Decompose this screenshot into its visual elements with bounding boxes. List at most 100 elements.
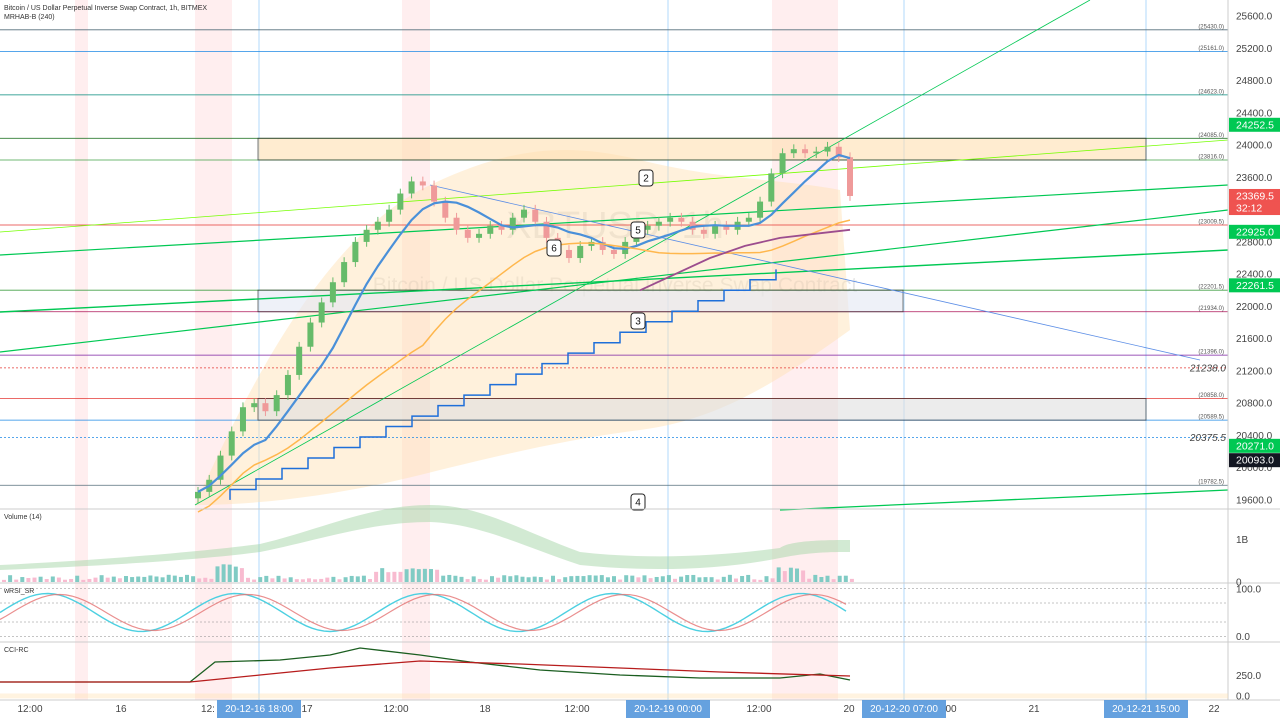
volume-bar — [124, 576, 128, 582]
price-badge: 20093.0 — [1236, 455, 1274, 467]
price-tick: 20000.0 — [1236, 463, 1273, 474]
time-tick-partial: 00 — [945, 704, 957, 715]
volume-bar — [185, 574, 189, 582]
candle-body — [768, 173, 775, 202]
volume-bar — [795, 568, 799, 582]
volume-bar — [721, 576, 726, 582]
volume-bar — [166, 574, 171, 582]
volume-band — [0, 505, 850, 570]
volume-bar — [2, 579, 6, 582]
time-tick: 21 — [1028, 704, 1040, 715]
volume-bar — [508, 576, 513, 582]
candle-body — [509, 217, 516, 230]
level-label: (20589.5) — [1198, 415, 1224, 421]
volume-bar — [270, 578, 275, 582]
candle-body — [655, 221, 662, 226]
candle-body — [577, 245, 584, 259]
candle-body — [588, 241, 595, 246]
volume-bar — [343, 577, 348, 582]
volume-bar — [752, 579, 757, 582]
candle-body — [757, 201, 764, 218]
time-tick: 12:00 — [383, 704, 408, 715]
candle-body — [476, 233, 483, 238]
zone-box — [257, 137, 1147, 161]
price-tick: 23600.0 — [1236, 173, 1273, 184]
candle-body — [543, 221, 550, 238]
volume-bar — [569, 576, 574, 582]
volume-bar — [788, 567, 793, 582]
time-axis: 12:00 16 12:00 18 12:00 12:00 20 21 2220-12-16 1… — [17, 700, 1220, 718]
volume-bar — [392, 571, 397, 582]
price-tick: 25600.0 — [1236, 12, 1273, 23]
volume-bar — [599, 575, 604, 582]
volume-bar — [386, 572, 391, 582]
cci-band — [0, 693, 1228, 699]
price-tick: 22000.0 — [1236, 302, 1273, 313]
time-tick-partial: 12: — [201, 704, 215, 715]
price-badge-bg — [1229, 224, 1280, 239]
candle-body — [453, 217, 460, 230]
candle-body — [689, 221, 696, 230]
volume-bar — [563, 577, 568, 582]
volume-bar — [355, 576, 360, 582]
volume-bar — [441, 575, 446, 582]
price-tick: 19600.0 — [1236, 495, 1273, 506]
volume-bar — [246, 577, 250, 582]
candle-body — [599, 241, 606, 250]
price-badge: 22925.0 — [1236, 226, 1274, 238]
volume-bar — [75, 575, 80, 582]
time-highlight-bg — [862, 700, 946, 718]
indicator-label: MRHAB-B (240) — [4, 14, 55, 21]
volume-bar — [782, 571, 787, 582]
session-band — [75, 0, 88, 700]
price-badge-bg — [1229, 278, 1280, 293]
volume-bar — [410, 568, 415, 582]
volume-bar — [734, 578, 738, 582]
osc-signal — [0, 593, 847, 632]
volume-bar — [172, 575, 177, 582]
volume-bar — [618, 579, 623, 582]
price-badge: 22261.5 — [1236, 280, 1274, 292]
price-tick: 21200.0 — [1236, 366, 1273, 377]
volume-bar — [490, 576, 494, 582]
volume-bar — [801, 570, 806, 582]
volume-bar — [264, 575, 269, 582]
wave-label-box — [630, 221, 646, 239]
candle-body — [532, 209, 539, 222]
candle-body — [352, 241, 359, 263]
volume-bar — [624, 575, 629, 582]
volume-bar — [258, 577, 263, 582]
price-tick: 25200.0 — [1236, 44, 1273, 55]
volume-bar — [44, 579, 49, 582]
candle-body — [307, 322, 314, 347]
time-highlight-label: 20-12-21 15:00 — [1112, 704, 1180, 715]
volume-bar — [575, 575, 580, 582]
volume-bar — [404, 569, 409, 582]
volume-bar — [819, 576, 824, 582]
candle-body — [464, 229, 471, 238]
candle-body — [318, 302, 325, 323]
volume-bar — [191, 576, 196, 582]
zone-box — [257, 397, 1147, 421]
volume-bar — [325, 577, 330, 582]
candle-body — [802, 149, 809, 154]
volume-bar — [502, 575, 507, 582]
volume-bar — [758, 579, 763, 582]
volume-bar — [361, 575, 366, 582]
volume-bar — [239, 568, 244, 582]
volume-bar — [14, 579, 19, 582]
volume-bar — [605, 577, 610, 582]
volume-bar — [538, 577, 543, 582]
osc-line — [0, 592, 847, 633]
volume-bar — [349, 575, 354, 582]
volume-bar — [331, 576, 336, 582]
volume-bar — [612, 576, 616, 582]
candle-body — [745, 217, 752, 222]
candle-body — [341, 262, 348, 283]
volume-bar — [660, 576, 665, 582]
candle-body — [431, 185, 438, 202]
volume-bar — [679, 576, 684, 582]
candle-body — [228, 431, 235, 456]
volume-bar — [483, 579, 488, 582]
